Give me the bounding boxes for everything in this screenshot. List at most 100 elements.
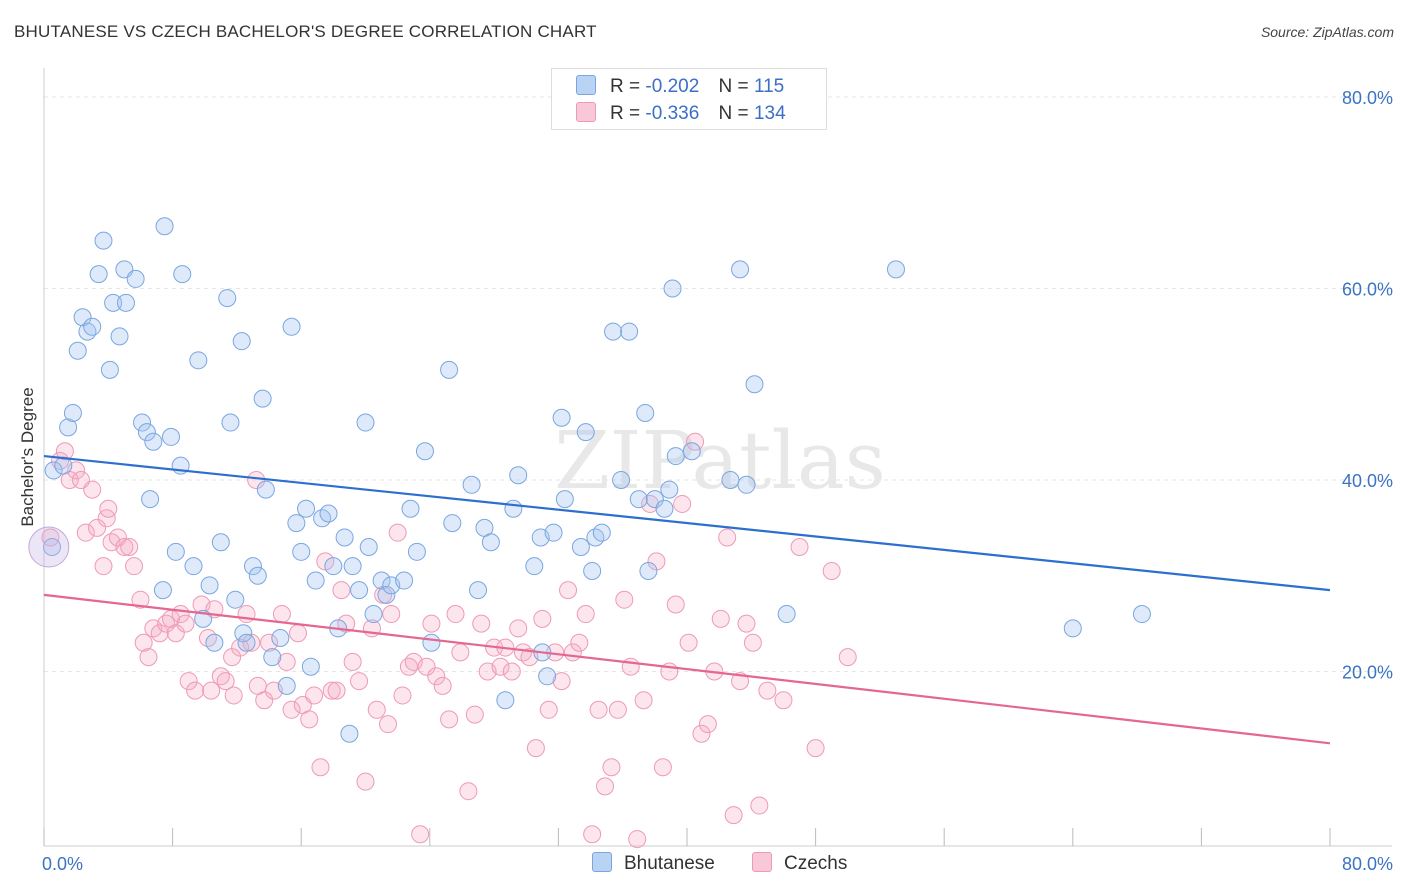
bhutanese-point — [232, 332, 251, 351]
bhutanese-point — [126, 269, 145, 288]
czechs-point — [451, 643, 470, 662]
bhutanese-point — [343, 557, 362, 576]
bhutanese-point — [335, 528, 354, 547]
czechs-point — [150, 624, 169, 643]
bhutanese-point — [189, 351, 208, 370]
bhutanese-point — [620, 322, 639, 341]
czechs-point — [125, 557, 144, 576]
czechs-point — [679, 633, 698, 652]
tick-labels: 20.0% 40.0% 60.0% 80.0% 0.0% 80.0% — [42, 88, 1393, 874]
czechs-point — [502, 662, 521, 681]
legend-row-czechs: R = -0.336 N = 134 — [576, 102, 786, 126]
bhutanese-point — [94, 231, 113, 250]
chart-title: BHUTANESE VS CZECH BACHELOR'S DEGREE COR… — [14, 22, 597, 41]
bhutanese-point — [555, 490, 574, 509]
bhutanese-point — [469, 581, 488, 600]
bhutanese-point — [372, 571, 391, 590]
legend-r-label: R = — [610, 76, 641, 97]
y-axis-label: Bachelor's Degree — [18, 387, 37, 526]
bhutanese-point — [141, 490, 160, 509]
bhutanese-point — [443, 514, 462, 533]
czechs-point — [459, 782, 478, 801]
bhutanese-point — [89, 265, 108, 284]
bhutanese-point — [253, 389, 272, 408]
czechs-point — [509, 619, 528, 638]
bhutanese-point — [166, 542, 185, 561]
czechs-point — [179, 672, 198, 691]
czechs-point — [211, 667, 230, 686]
czechs-point — [388, 523, 407, 542]
y-tick-label: 40.0% — [1342, 471, 1393, 491]
bhutanese-point — [340, 724, 359, 743]
bhutanese-points — [28, 217, 1151, 743]
czechs-points — [41, 432, 857, 849]
legend-row-bhutanese: R = -0.202 N = 115 — [576, 75, 784, 99]
czechs-point — [666, 595, 685, 614]
czechs-point — [134, 633, 153, 652]
czechs-point — [806, 739, 825, 758]
bhutanese-point — [218, 289, 237, 308]
bhutanese-point — [144, 432, 163, 451]
czechs-point — [790, 538, 809, 557]
czechs-point — [718, 528, 737, 547]
bhutanese-point — [63, 403, 82, 422]
czechs-point — [559, 581, 578, 600]
bhutanese-point — [576, 423, 595, 442]
bhutanese-point — [104, 293, 123, 312]
czechs-point — [698, 715, 717, 734]
czechs-point — [838, 648, 857, 667]
bhutanese-large-point — [28, 526, 70, 568]
czechs-point — [322, 681, 341, 700]
czechs-point — [41, 528, 60, 547]
bhutanese-point — [1132, 605, 1151, 624]
czechs-point — [115, 538, 134, 557]
czechs-point — [166, 624, 185, 643]
czechs-point — [157, 614, 176, 633]
bhutanese-point — [221, 413, 240, 432]
bhutanese-point — [263, 648, 282, 667]
bhutanese-point — [645, 490, 664, 509]
y-tick-label: 20.0% — [1342, 663, 1393, 683]
czechs-point — [641, 494, 660, 513]
bhutanese-point — [737, 475, 756, 494]
bhutanese-point — [297, 499, 316, 518]
bhutanese-point — [359, 538, 378, 557]
bhutanese-point — [356, 413, 375, 432]
bhutanese-point — [237, 633, 256, 652]
czechs-point — [139, 648, 158, 667]
bhutanese-point — [592, 523, 611, 542]
bhutanese-point — [161, 427, 180, 446]
bhutanese-point — [660, 480, 679, 499]
bhutanese-point — [395, 571, 414, 590]
czechs-point — [94, 557, 113, 576]
czechs-point — [216, 672, 235, 691]
bhutanese-point — [287, 514, 306, 533]
bottom-legend-bhutanese: Bhutanese — [592, 852, 715, 875]
bhutanese-point — [200, 576, 219, 595]
czechs-point — [692, 724, 711, 743]
bhutanese-point — [173, 265, 192, 284]
czechs-point — [202, 681, 221, 700]
bhutanese-point — [44, 461, 63, 480]
czechs-point — [224, 686, 243, 705]
czechs-point — [97, 509, 116, 528]
bhutanese-point — [226, 590, 245, 609]
czechs-point — [822, 561, 841, 580]
bhutanese-point — [137, 423, 156, 442]
bhutanese-point — [745, 375, 764, 394]
bhutanese-point — [364, 605, 383, 624]
czechs-point — [621, 657, 640, 676]
bhutanese-point — [571, 538, 590, 557]
bhutanese-point — [612, 471, 631, 489]
bhutanese-point — [731, 260, 750, 279]
bottom-legend-label: Bhutanese — [624, 853, 715, 874]
czechs-point — [99, 499, 118, 518]
bhutanese-point — [155, 217, 174, 236]
bhutanese-point — [407, 542, 426, 561]
czechs-point — [120, 538, 139, 557]
bhutanese-point — [422, 633, 441, 652]
bhutanese-point — [401, 499, 420, 518]
bhutanese-point — [248, 566, 267, 585]
bhutanese-point — [133, 413, 152, 432]
czechs-point — [596, 777, 615, 796]
